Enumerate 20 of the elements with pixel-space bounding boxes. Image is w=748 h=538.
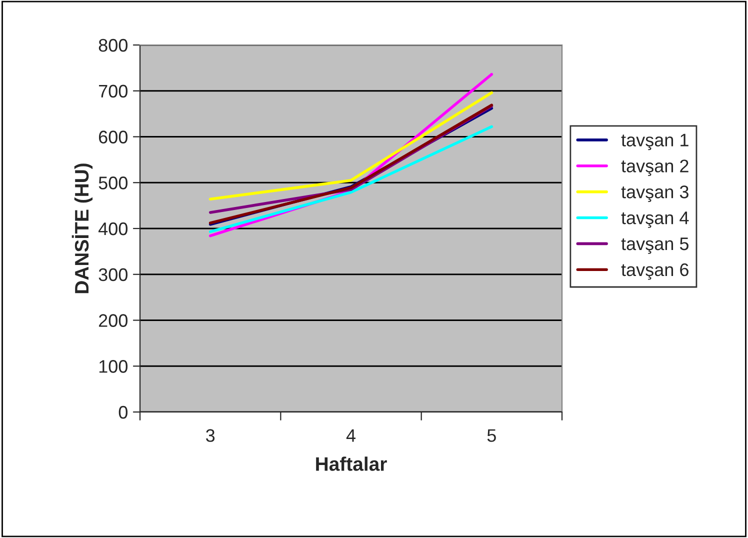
- legend-label: tavşan 2: [621, 160, 688, 176]
- x-tick-label: 4: [346, 429, 356, 442]
- y-tick-label: 500: [98, 176, 128, 190]
- legend-label: tavşan 6: [621, 263, 688, 280]
- y-axis-title: DANSİTE (HU): [72, 164, 93, 294]
- legend-label: tavşan 5: [621, 238, 688, 254]
- x-tick-label: 3: [206, 429, 215, 442]
- legend-label: tavşan 3: [621, 186, 688, 202]
- legend-label: tavşan 4: [621, 212, 689, 228]
- y-tick-label: 300: [98, 268, 128, 282]
- y-tick-label: 700: [99, 84, 128, 98]
- y-tick-label: 400: [98, 222, 128, 236]
- x-tick-label: 5: [487, 429, 496, 442]
- y-tick-label: 800: [98, 38, 128, 52]
- y-tick-label: 600: [98, 130, 128, 144]
- y-tick-label: 200: [98, 314, 128, 327]
- y-tick-label: 100: [99, 360, 128, 373]
- legend-label: tavşan 1: [621, 134, 688, 150]
- x-axis-title: Haftalar: [316, 456, 387, 471]
- y-tick-label: 0: [118, 406, 128, 419]
